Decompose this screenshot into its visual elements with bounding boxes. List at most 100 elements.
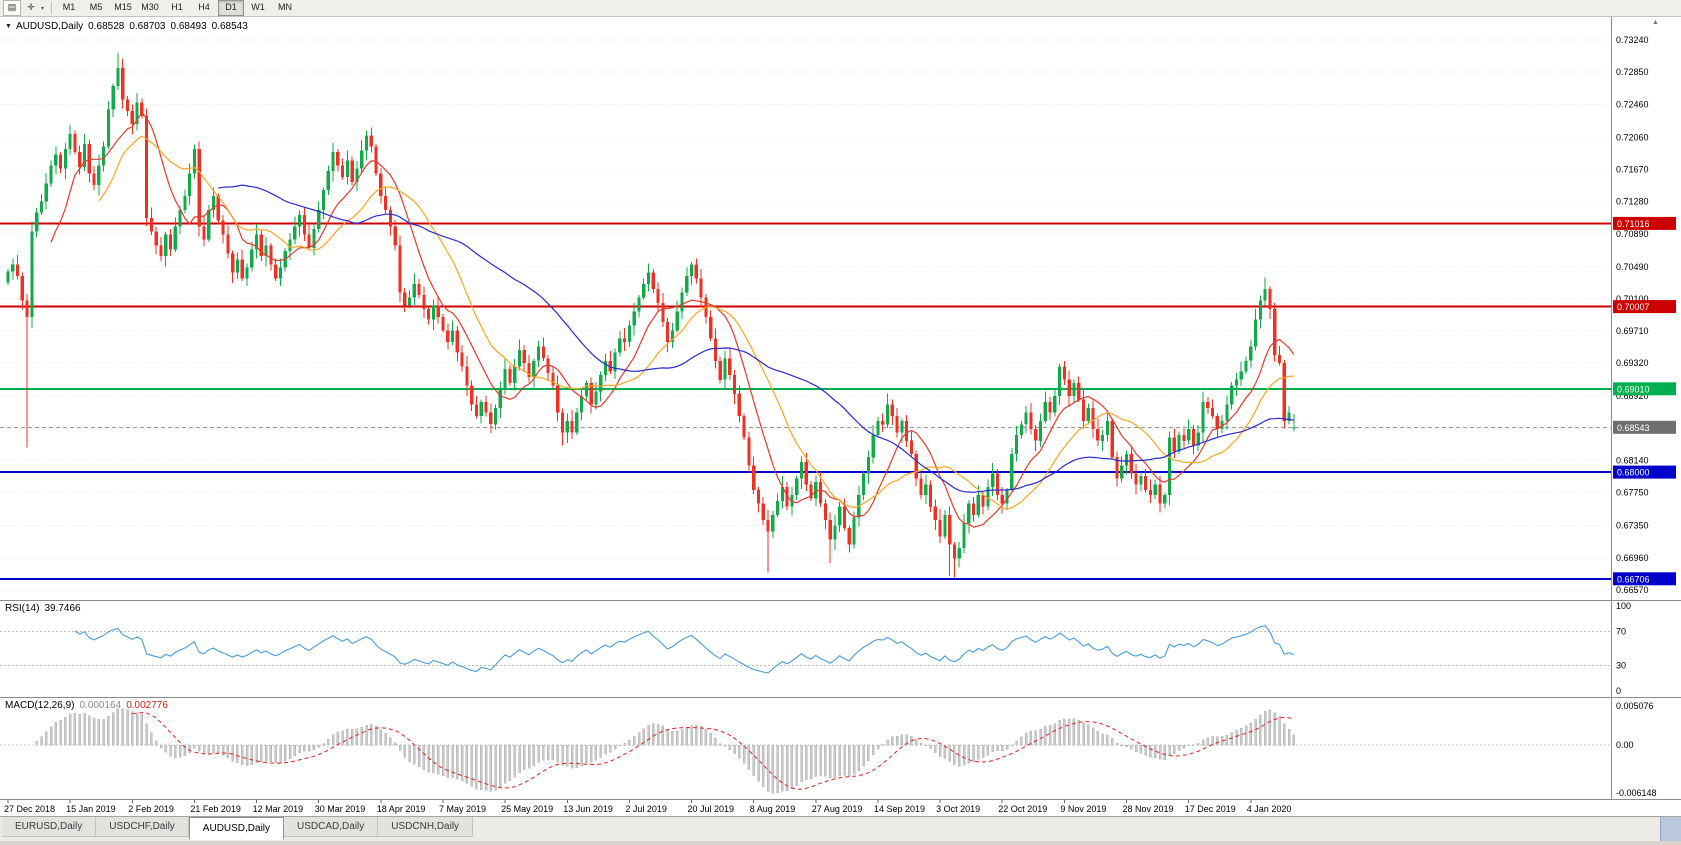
timeframe-button-w1[interactable]: W1 (251, 2, 265, 12)
date-label: 3 Oct 2019 (936, 804, 980, 814)
svg-text:0.67350: 0.67350 (1616, 521, 1649, 531)
chart-tab-bar: EURUSD,Daily USDCHF,Daily AUDUSD,Daily USDC… (0, 816, 1681, 841)
date-label: 20 Jul 2019 (688, 804, 735, 814)
macd-axis-label: -0.006148 (1616, 788, 1657, 798)
svg-text:0.73240: 0.73240 (1616, 35, 1649, 45)
ma-45-line (218, 184, 1294, 493)
time-axis[interactable]: 27 Dec 2018 15 Jan 2019 2 Feb 2019 21 Feb 2… (0, 799, 1681, 816)
chart-symbol-label: ▼ AUDUSD,Daily 0.68528 0.68703 0.68493 0.6854… (5, 21, 248, 32)
price-badge-0.66706: 0.66706 (1613, 572, 1676, 586)
date-label: 8 Aug 2019 (750, 804, 796, 814)
svg-text:0.66960: 0.66960 (1616, 553, 1649, 563)
svg-text:0.67750: 0.67750 (1616, 488, 1649, 498)
date-label: 9 Nov 2019 (1060, 804, 1106, 814)
toolbar: ▤ ✛ ▾ M1 M5 M15 M30 H1 H4 D1 W1 MN (0, 0, 1681, 17)
macd-main-value: 0.000164 (79, 700, 122, 711)
svg-text:0.68920: 0.68920 (1616, 391, 1649, 401)
svg-text:0.69010: 0.69010 (1617, 384, 1650, 394)
timeframe-button-h4[interactable]: H4 (198, 2, 210, 12)
close-value: 0.68543 (211, 21, 248, 32)
svg-text:0.71016: 0.71016 (1617, 219, 1650, 229)
rsi-name: RSI(14) (5, 603, 40, 614)
macd-histogram (35, 708, 1296, 794)
rsi-label: RSI(14) 39.7466 (5, 603, 81, 614)
svg-text:0.70007: 0.70007 (1617, 302, 1650, 312)
grid-lines (0, 39, 1612, 591)
date-label: 27 Aug 2019 (812, 804, 863, 814)
svg-text:0.68543: 0.68543 (1617, 423, 1650, 433)
svg-text:0.68140: 0.68140 (1616, 456, 1649, 466)
timeframe-button-m30[interactable]: M30 (141, 2, 159, 12)
ma-10-line (50, 111, 1295, 528)
date-label: 15 Jan 2019 (66, 804, 116, 814)
svg-text:0.68000: 0.68000 (1617, 468, 1650, 478)
timeframe-button-h1[interactable]: H1 (171, 2, 183, 12)
price-chart-pane[interactable]: 0.73240 0.72850 0.72460 0.72060 0.71670 0.712… (0, 17, 1681, 600)
crosshair-icon[interactable]: ✛ (27, 2, 35, 12)
scroll-up-icon[interactable]: ▲ (1652, 19, 1659, 26)
date-label: 12 Mar 2019 (253, 804, 304, 814)
chevron-down-icon[interactable]: ▾ (41, 5, 45, 12)
rsi-axis-label: 100 (1616, 601, 1631, 611)
timeframe-button-m1[interactable]: M1 (62, 2, 76, 12)
toolbar-separator (51, 2, 53, 14)
open-value: 0.68528 (88, 21, 125, 32)
timeframe-button-m5[interactable]: M5 (89, 2, 103, 12)
date-label: 2 Jul 2019 (625, 804, 667, 814)
price-badge-0.70007: 0.70007 (1613, 300, 1676, 314)
macd-signal-value: 0.002776 (126, 700, 168, 711)
rsi-line (74, 624, 1295, 674)
rsi-axis-label: 70 (1616, 627, 1626, 637)
chart-tab-usdcnh[interactable]: USDCNH,Daily (378, 817, 474, 837)
price-badge-0.71016: 0.71016 (1613, 216, 1676, 230)
date-label: 2 Feb 2019 (128, 804, 174, 814)
svg-text:0.70890: 0.70890 (1616, 229, 1649, 239)
chart-tab-eurusd[interactable]: EURUSD,Daily (2, 817, 97, 837)
svg-text:0.70100: 0.70100 (1616, 294, 1649, 304)
high-value: 0.68703 (129, 21, 166, 32)
rsi-axis-label: 0 (1616, 686, 1621, 696)
chart-window-icon[interactable]: ▤ (3, 0, 21, 16)
rsi-axis-label: 30 (1616, 661, 1626, 671)
svg-text:0.72460: 0.72460 (1616, 99, 1649, 109)
svg-text:0.71280: 0.71280 (1616, 197, 1649, 207)
svg-text:0.69320: 0.69320 (1616, 358, 1649, 368)
date-label: 14 Sep 2019 (874, 804, 925, 814)
timeframe-button-d1[interactable]: D1 (218, 0, 245, 16)
date-label: 18 Apr 2019 (377, 804, 426, 814)
macd-axis-label: 0.00 (1616, 740, 1634, 750)
date-label: 21 Feb 2019 (190, 804, 241, 814)
timeframe-button-m15[interactable]: M15 (114, 2, 132, 12)
date-label: 30 Mar 2019 (315, 804, 366, 814)
svg-text:0.72850: 0.72850 (1616, 67, 1649, 77)
price-axis-labels[interactable]: 0.73240 0.72850 0.72460 0.72060 0.71670 0.712… (1616, 35, 1649, 595)
svg-text:0.71670: 0.71670 (1616, 165, 1649, 175)
svg-text:0.66570: 0.66570 (1616, 585, 1649, 595)
collapse-icon[interactable]: ▼ (5, 23, 12, 30)
rsi-pane[interactable]: 100 70 30 0 (0, 600, 1681, 697)
date-label: 17 Dec 2019 (1185, 804, 1236, 814)
window-bottom-edge (0, 841, 1681, 845)
macd-pane[interactable]: 0.005076 0.00 -0.006148 (0, 697, 1681, 799)
chart-tab-usdchf[interactable]: USDCHF,Daily (96, 817, 189, 837)
macd-label: MACD(12,26,9) 0.000164 0.002776 (5, 700, 168, 711)
date-label: 27 Dec 2018 (4, 804, 55, 814)
ma-20-line (98, 135, 1294, 510)
chart-tab-usdcad[interactable]: USDCAD,Daily (284, 817, 379, 837)
macd-signal-line (132, 712, 1294, 790)
statusbar-corner[interactable] (1660, 817, 1681, 841)
price-badge-0.69010: 0.69010 (1613, 382, 1676, 396)
symbol-period-label: AUDUSD,Daily (15, 21, 84, 32)
chart-tab-audusd[interactable]: AUDUSD,Daily (188, 817, 285, 840)
low-value: 0.68493 (170, 21, 207, 32)
date-label: 28 Nov 2019 (1123, 804, 1174, 814)
svg-text:0.69710: 0.69710 (1616, 326, 1649, 336)
price-badge-0.68000: 0.68000 (1613, 465, 1676, 479)
macd-name: MACD(12,26,9) (5, 700, 75, 711)
macd-axis-label: 0.005076 (1616, 701, 1654, 711)
svg-text:0.66706: 0.66706 (1617, 574, 1650, 584)
svg-text:0.72060: 0.72060 (1616, 132, 1649, 142)
timeframe-button-mn[interactable]: MN (278, 2, 293, 12)
svg-text:0.70490: 0.70490 (1616, 262, 1649, 272)
